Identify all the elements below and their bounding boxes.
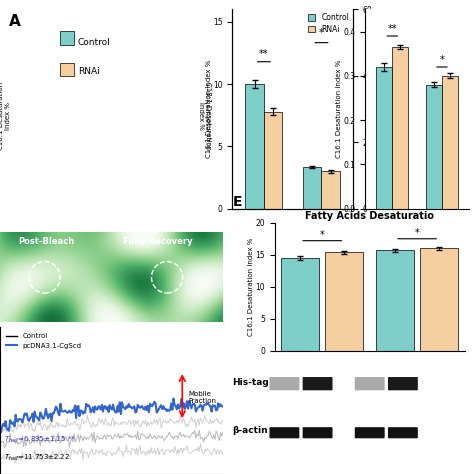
Text: **: ** [259, 49, 269, 59]
Text: *: * [415, 228, 419, 238]
Bar [303, 167, 321, 209]
FancyBboxPatch shape [388, 427, 418, 438]
FancyBboxPatch shape [269, 427, 300, 438]
Text: β-actin: β-actin [232, 426, 268, 435]
Bar [426, 85, 442, 209]
Text: Post-Bleach: Post-Bleach [18, 237, 74, 246]
Text: Control: Control [78, 38, 111, 47]
FancyBboxPatch shape [355, 427, 385, 438]
FancyBboxPatch shape [269, 377, 300, 390]
FancyBboxPatch shape [355, 377, 385, 390]
Text: *: * [319, 28, 324, 38]
Y-axis label: C16:1 Desaturation Index %: C16:1 Desaturation Index % [248, 237, 254, 336]
Text: E: E [233, 195, 243, 209]
Text: Mobile
Fraction: Mobile Fraction [188, 391, 216, 404]
Text: $T_{half}$=6.895±1.15 **: $T_{half}$=6.895±1.15 ** [4, 435, 76, 445]
Bar [376, 67, 392, 209]
Bar [264, 111, 283, 209]
Y-axis label: C16:1 Desaturation Index %: C16:1 Desaturation Index % [206, 60, 211, 158]
Text: His-tag: His-tag [232, 378, 269, 386]
Text: *: * [439, 55, 444, 64]
FancyBboxPatch shape [388, 377, 418, 390]
Bar [376, 250, 414, 351]
Y-axis label: C16:1 Desaturation Index %: C16:1 Desaturation Index % [336, 60, 342, 158]
Text: *: * [320, 230, 325, 240]
Text: A: A [9, 14, 21, 28]
Bar [442, 76, 458, 209]
Text: Fully Recovery: Fully Recovery [122, 237, 192, 246]
Bar [420, 248, 458, 351]
Text: C18:1 Desaturation
Index %: C18:1 Desaturation Index % [199, 82, 211, 150]
Bar [60, 31, 73, 45]
Y-axis label: C18:1 Desaturation Index %: C18:1 Desaturation Index % [374, 60, 380, 158]
Bar [60, 63, 73, 76]
Legend: Control, RNAi: Control, RNAi [308, 13, 349, 34]
Text: RNAi: RNAi [78, 67, 100, 76]
Text: $T_{half}$=11.753±2.22: $T_{half}$=11.753±2.22 [4, 452, 70, 463]
FancyBboxPatch shape [302, 427, 333, 438]
Bar [326, 252, 364, 351]
Bar [321, 172, 340, 209]
Bar [246, 84, 264, 209]
Title: Fatty Acids Desaturatio: Fatty Acids Desaturatio [305, 210, 434, 220]
Bar [392, 47, 408, 209]
Legend: Control, pcDNA3.1-CgScd: Control, pcDNA3.1-CgScd [3, 330, 84, 352]
FancyBboxPatch shape [302, 377, 333, 390]
Text: C16:1 Desaturation
Index %: C16:1 Desaturation Index % [0, 82, 11, 150]
Text: **: ** [388, 24, 397, 34]
Bar [281, 258, 319, 351]
